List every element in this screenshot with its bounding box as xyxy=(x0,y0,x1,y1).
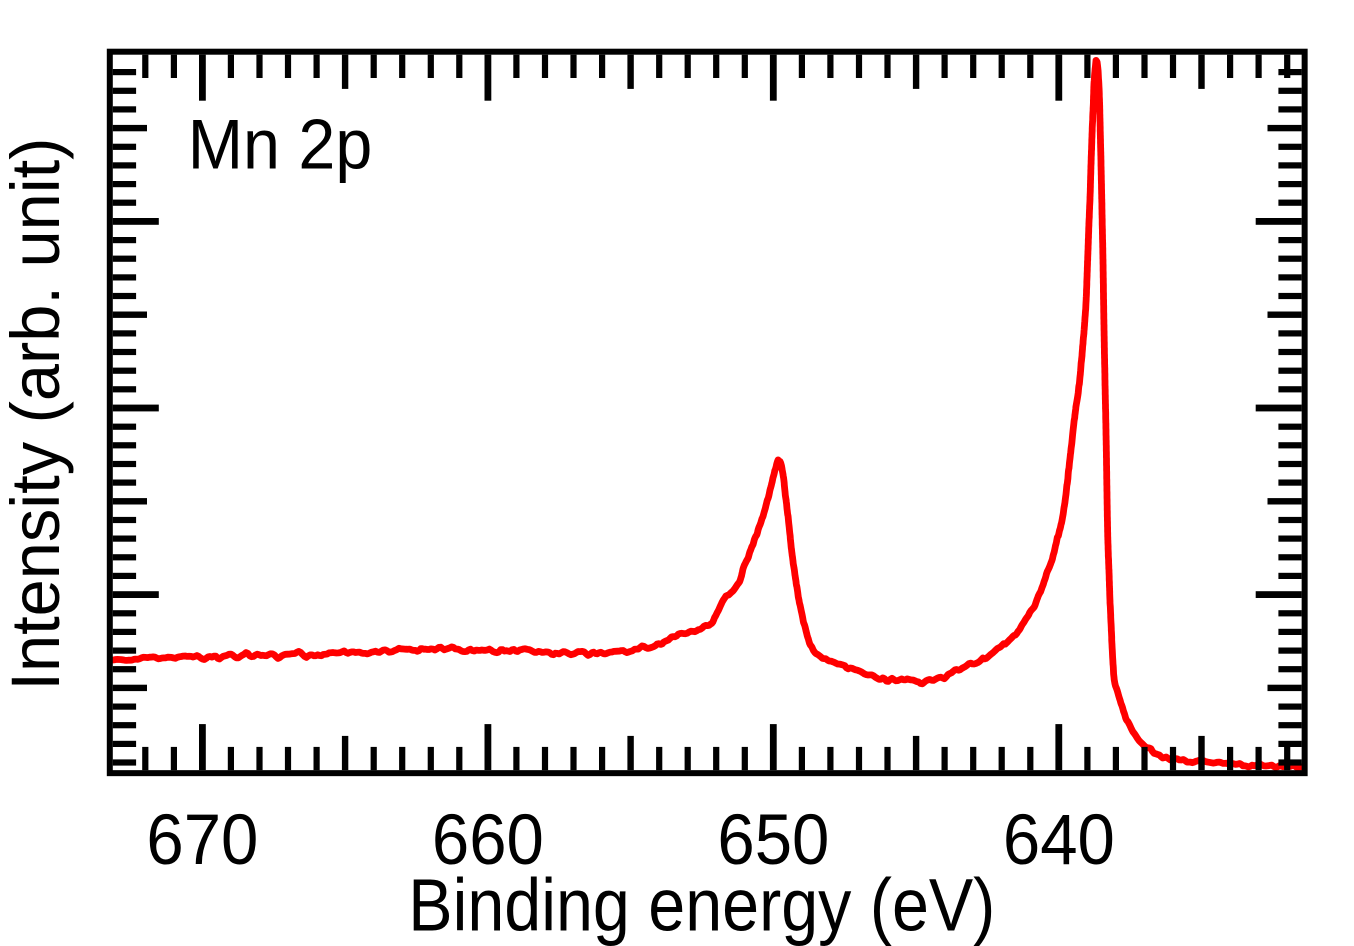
svg-text:660: 660 xyxy=(432,800,544,880)
svg-text:670: 670 xyxy=(146,800,258,880)
svg-text:Mn 2p: Mn 2p xyxy=(188,106,373,185)
svg-text:640: 640 xyxy=(1003,800,1115,880)
svg-text:Intensity (arb. unit): Intensity (arb. unit) xyxy=(0,138,74,691)
svg-text:650: 650 xyxy=(717,800,829,880)
svg-text:Binding energy (eV): Binding energy (eV) xyxy=(408,863,995,946)
